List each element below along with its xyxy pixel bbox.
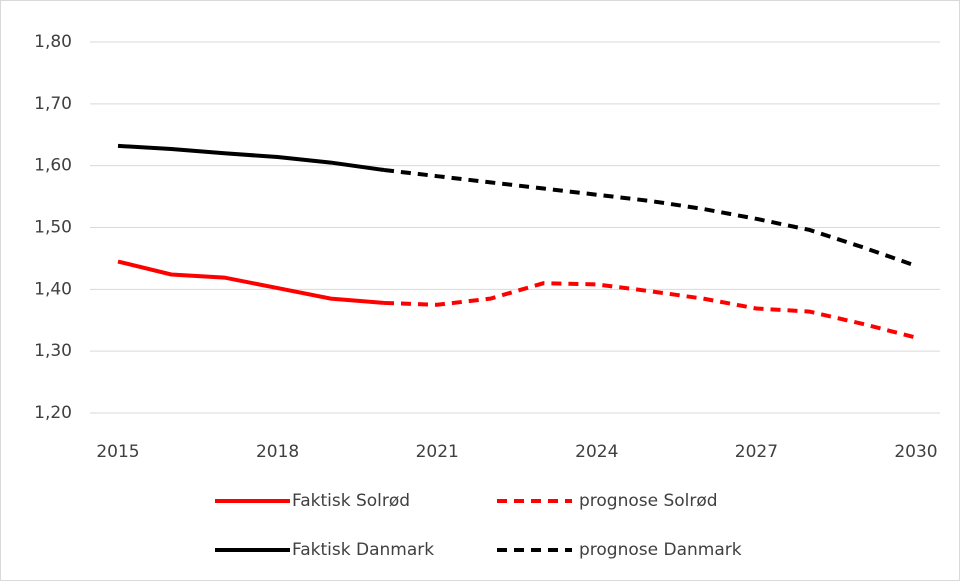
- x-tick-label: 2027: [735, 442, 778, 462]
- x-tick-label: 2018: [256, 442, 299, 462]
- y-tick-label: 1,70: [34, 94, 72, 114]
- series-line: [383, 168, 917, 268]
- y-tick-label: 1,30: [34, 341, 72, 361]
- x-tick-label: 2015: [96, 442, 139, 462]
- y-tick-label: 1,60: [34, 156, 72, 176]
- y-tick-label: 1,20: [34, 403, 72, 423]
- x-tick-label: 2024: [575, 442, 618, 462]
- series-line: [383, 281, 917, 340]
- series-line: [117, 143, 385, 172]
- legend-label: prognose Solrød: [579, 491, 718, 511]
- y-tick-label: 1,80: [34, 32, 72, 52]
- x-tick-label: 2030: [894, 442, 937, 462]
- legend-label: Faktisk Danmark: [292, 540, 434, 560]
- x-tick-label: 2021: [416, 442, 459, 462]
- legend-label: Faktisk Solrød: [292, 491, 410, 511]
- y-tick-label: 1,50: [34, 218, 72, 238]
- y-tick-label: 1,40: [34, 279, 72, 299]
- series-line: [117, 259, 385, 305]
- legend-label: prognose Danmark: [579, 540, 742, 560]
